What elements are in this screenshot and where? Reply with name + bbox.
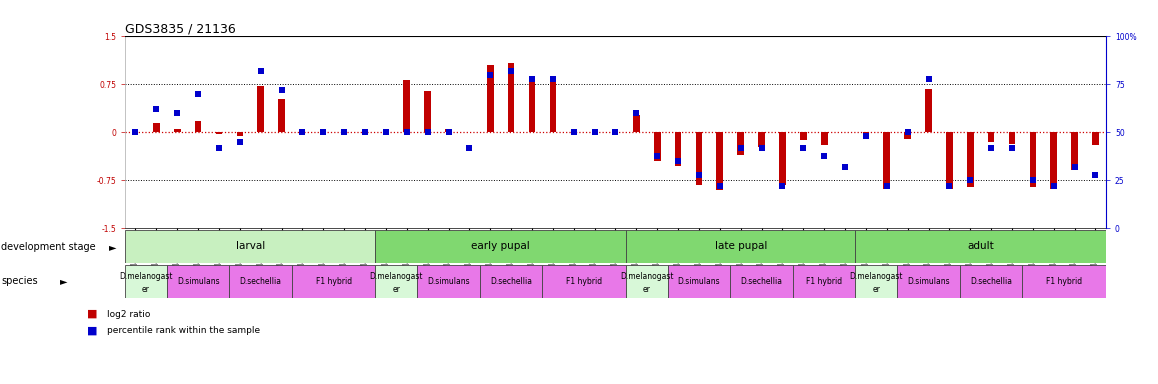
Text: GDS3835 / 21136: GDS3835 / 21136: [125, 22, 236, 35]
Bar: [696, 132, 702, 185]
Bar: [479, 265, 542, 298]
Bar: [229, 265, 292, 298]
Text: ►: ►: [109, 242, 116, 252]
Text: ■: ■: [87, 309, 97, 319]
Bar: [445, 129, 452, 132]
Bar: [731, 265, 793, 298]
Bar: [779, 132, 786, 185]
Bar: [424, 91, 431, 132]
Text: early pupal: early pupal: [471, 241, 530, 251]
Text: development stage: development stage: [1, 242, 96, 252]
Bar: [1009, 132, 1016, 144]
Text: ►: ►: [60, 276, 67, 286]
Bar: [925, 89, 932, 132]
Bar: [486, 65, 493, 132]
Text: er: er: [643, 285, 651, 294]
Bar: [946, 132, 953, 189]
Text: D.melanogast: D.melanogast: [119, 272, 173, 281]
Bar: [863, 132, 870, 136]
Text: percentile rank within the sample: percentile rank within the sample: [107, 326, 259, 335]
Bar: [1071, 132, 1078, 170]
Bar: [529, 78, 535, 132]
Text: F1 hybrid: F1 hybrid: [806, 277, 842, 286]
Bar: [800, 132, 807, 140]
Text: D.melanogast: D.melanogast: [369, 272, 423, 281]
Bar: [856, 230, 1106, 263]
Bar: [884, 132, 891, 189]
Text: D.simulans: D.simulans: [677, 277, 720, 286]
Text: D.sechellia: D.sechellia: [490, 277, 533, 286]
Text: species: species: [1, 276, 38, 286]
Bar: [793, 265, 856, 298]
Bar: [375, 230, 626, 263]
Bar: [904, 132, 911, 139]
Bar: [988, 132, 995, 142]
Bar: [125, 265, 167, 298]
Bar: [236, 132, 243, 136]
Bar: [717, 132, 723, 190]
Bar: [1029, 132, 1036, 187]
Text: D.simulans: D.simulans: [177, 277, 219, 286]
Bar: [417, 265, 479, 298]
Text: D.simulans: D.simulans: [907, 277, 950, 286]
Bar: [960, 265, 1023, 298]
Bar: [1023, 265, 1106, 298]
Text: D.sechellia: D.sechellia: [970, 277, 1012, 286]
Text: er: er: [393, 285, 401, 294]
Text: D.sechellia: D.sechellia: [741, 277, 783, 286]
Text: D.melanogast: D.melanogast: [850, 272, 903, 281]
Bar: [1092, 132, 1099, 145]
Text: D.sechellia: D.sechellia: [240, 277, 281, 286]
Bar: [967, 132, 974, 187]
Text: er: er: [872, 285, 880, 294]
Bar: [654, 132, 660, 161]
Bar: [668, 265, 731, 298]
Bar: [125, 230, 375, 263]
Bar: [508, 63, 514, 132]
Bar: [675, 132, 681, 166]
Bar: [174, 129, 181, 132]
Bar: [167, 265, 229, 298]
Bar: [215, 132, 222, 134]
Bar: [278, 99, 285, 132]
Text: log2 ratio: log2 ratio: [107, 310, 149, 319]
Text: ■: ■: [87, 325, 97, 335]
Text: D.simulans: D.simulans: [427, 277, 470, 286]
Bar: [1050, 132, 1057, 189]
Bar: [542, 265, 626, 298]
Text: larval: larval: [235, 241, 265, 251]
Bar: [626, 230, 856, 263]
Text: late pupal: late pupal: [714, 241, 767, 251]
Text: F1 hybrid: F1 hybrid: [566, 277, 602, 286]
Text: er: er: [142, 285, 149, 294]
Bar: [153, 123, 160, 132]
Text: adult: adult: [967, 241, 994, 251]
Bar: [257, 86, 264, 132]
Bar: [821, 132, 828, 145]
Text: F1 hybrid: F1 hybrid: [1046, 277, 1083, 286]
Bar: [403, 80, 410, 132]
Bar: [195, 121, 201, 132]
Bar: [897, 265, 960, 298]
Bar: [856, 265, 897, 298]
Text: F1 hybrid: F1 hybrid: [316, 277, 352, 286]
Bar: [375, 265, 417, 298]
Bar: [738, 132, 745, 155]
Bar: [626, 265, 668, 298]
Bar: [633, 114, 639, 132]
Text: D.melanogast: D.melanogast: [620, 272, 674, 281]
Bar: [758, 132, 765, 147]
Bar: [550, 78, 556, 132]
Bar: [292, 265, 375, 298]
Bar: [382, 129, 389, 132]
